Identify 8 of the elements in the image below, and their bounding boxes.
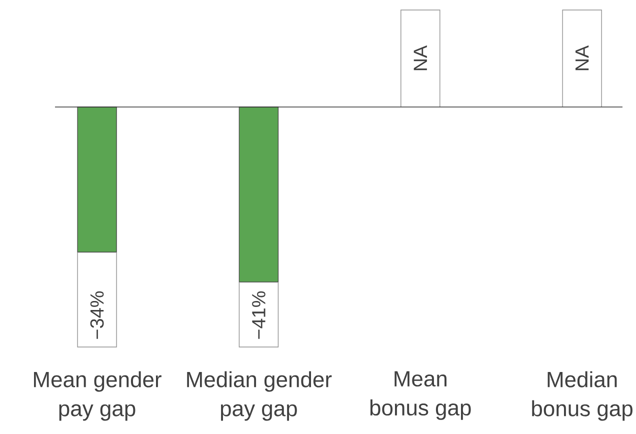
x-tick-label: Mean bonus gap — [370, 371, 471, 420]
text: NA — [414, 45, 427, 70]
text: NA — [576, 45, 589, 70]
data-label: −34% — [90, 291, 104, 339]
x-tick-label: Median gender pay gap — [187, 371, 332, 421]
x-tick-label: Median bonus gap — [532, 371, 632, 421]
data-label: −41% — [252, 291, 266, 339]
x-tick-label: Mean gender pay gap — [34, 371, 162, 421]
